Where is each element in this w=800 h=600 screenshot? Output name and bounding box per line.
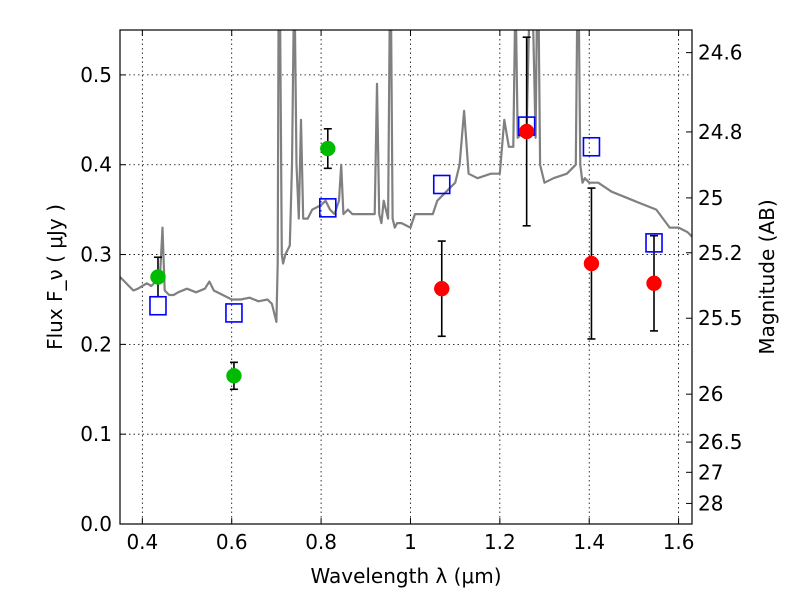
photometry-point xyxy=(150,269,166,285)
y-tick-label: 0.4 xyxy=(80,153,112,177)
y-tick-label: 0.0 xyxy=(80,512,112,536)
photometry-point xyxy=(583,255,600,272)
spectrum-layer xyxy=(120,30,692,323)
y-tick-label: 0.2 xyxy=(80,332,112,356)
model-square-marker xyxy=(149,295,167,316)
x-tick-label: 1 xyxy=(404,530,417,554)
y2-tick-label: 24.6 xyxy=(698,41,743,65)
plot-frame xyxy=(119,29,693,525)
y2-tick-label: 25.5 xyxy=(698,306,743,330)
photometry-point xyxy=(320,140,336,157)
x-tick-label: 0.8 xyxy=(305,530,337,554)
x-tick-label: 0.6 xyxy=(216,530,248,554)
x-tick-label: 0.4 xyxy=(126,530,158,554)
y2-tick-label: 26 xyxy=(698,382,723,406)
y-tick-label: 0.5 xyxy=(80,63,112,87)
y2-tick-label: 24.8 xyxy=(698,120,743,144)
y2-tick-label: 25 xyxy=(698,186,723,210)
photometry-point xyxy=(226,368,242,384)
model-square-marker xyxy=(582,136,601,157)
y2-tick-label: 25.2 xyxy=(698,241,743,265)
y2-tick-label: 26.5 xyxy=(698,430,743,454)
photometry-point xyxy=(646,275,662,292)
y2-tick-label: 28 xyxy=(698,491,723,515)
x-tick-label: 1.4 xyxy=(573,530,605,554)
ticks: 0.4 0.6 0.8 1 1.2 1.4 1.6 0.0 0.1 0.2 0.3 0.4 0.5 24.… xyxy=(80,30,743,554)
marker-layer xyxy=(149,116,663,384)
model-square-marker xyxy=(318,198,337,218)
x-tick-label: 1.6 xyxy=(663,530,695,554)
photometry-point xyxy=(434,280,450,297)
plot-area xyxy=(120,30,692,391)
y2-axis-label: Magnitude (AB) xyxy=(755,199,779,354)
spectrum-line xyxy=(120,30,692,323)
model-square-marker xyxy=(432,174,451,195)
photometry-point xyxy=(518,123,535,140)
x-axis-label: Wavelength λ (μm) xyxy=(310,564,501,588)
model-square-marker xyxy=(645,233,663,253)
y-tick-label: 0.3 xyxy=(80,243,112,267)
y2-tick-label: 27 xyxy=(698,460,723,484)
x-tick-label: 1.2 xyxy=(484,530,516,554)
y-axis-label: Flux F_ν ( μJy ) xyxy=(43,204,67,350)
y-tick-label: 0.1 xyxy=(80,422,112,446)
model-square-marker xyxy=(225,303,243,323)
